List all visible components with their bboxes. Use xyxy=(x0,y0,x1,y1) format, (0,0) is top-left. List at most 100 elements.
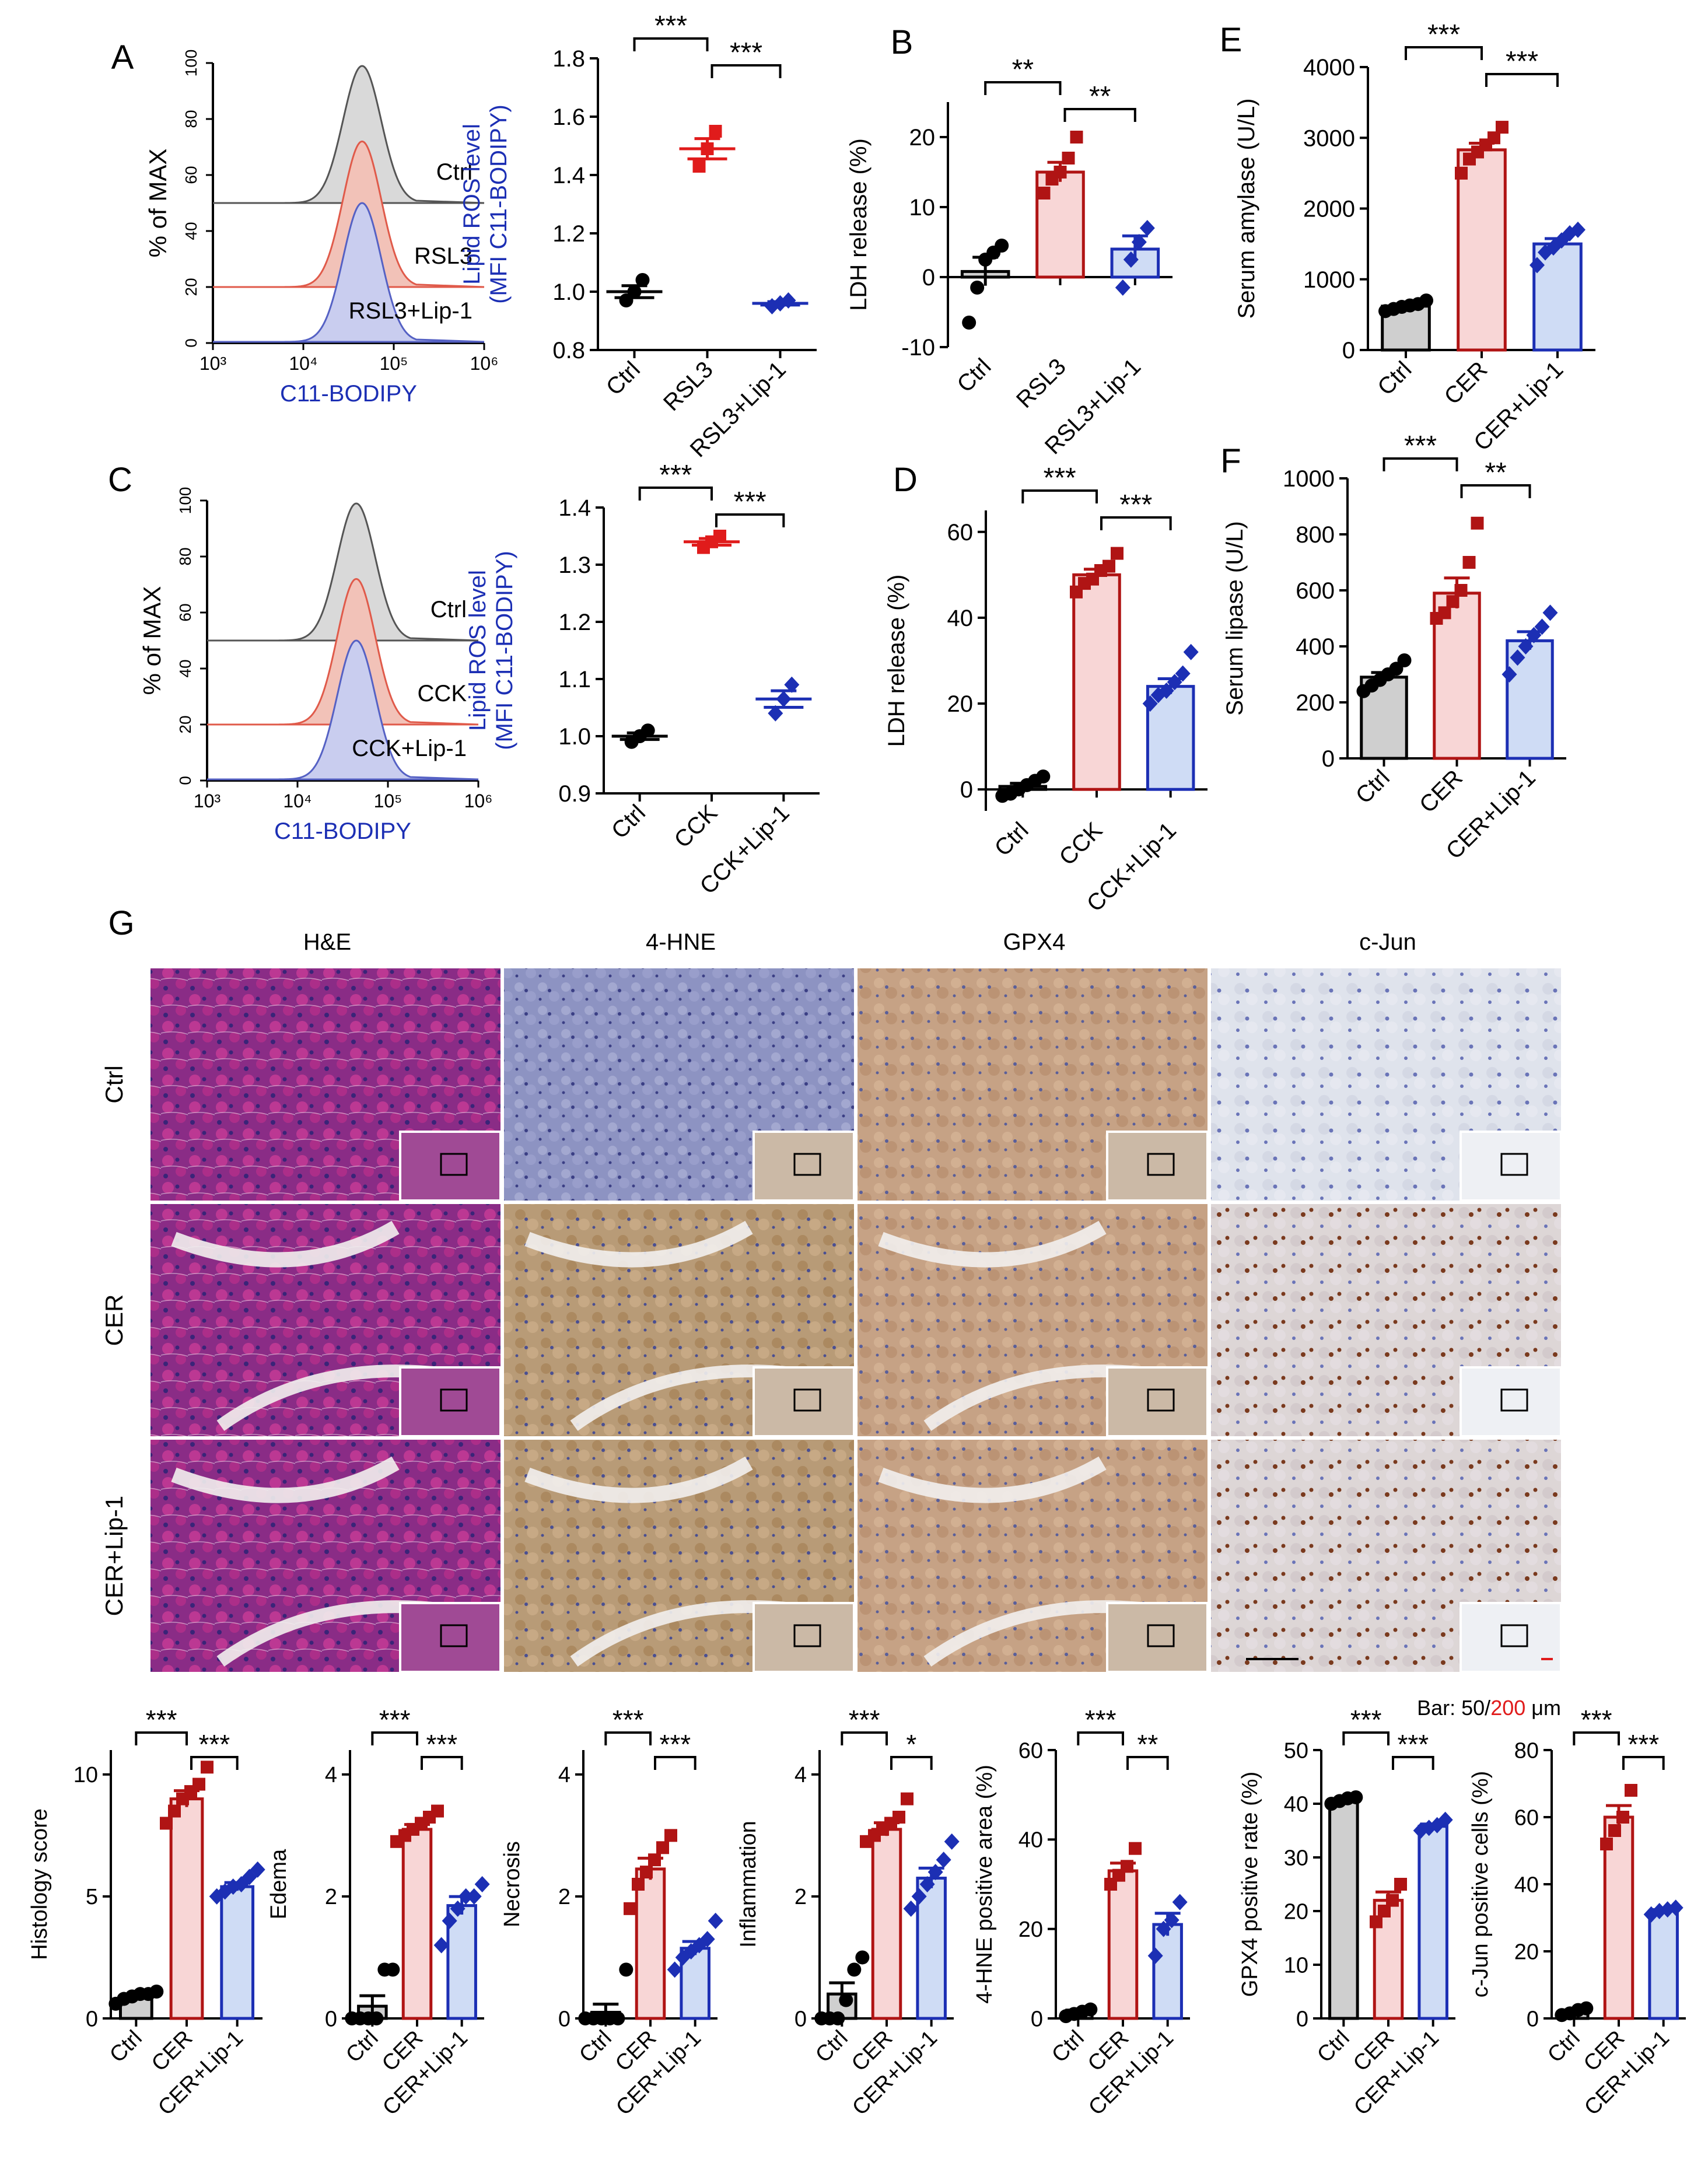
x-axis-label: C11-BODIPY xyxy=(280,381,417,407)
data-point xyxy=(708,1912,723,1929)
significance-label: *** xyxy=(849,1705,880,1735)
histogram-curve xyxy=(212,65,485,204)
data-point xyxy=(386,1962,400,1977)
data-point xyxy=(1579,2001,1594,2015)
inset-zoom-box xyxy=(793,1624,821,1647)
data-point xyxy=(970,281,985,295)
y-tick-label: 1.4 xyxy=(558,495,591,521)
data-point xyxy=(784,676,800,693)
inset-zoom-box xyxy=(793,1388,821,1412)
significance-label: * xyxy=(906,1729,916,1759)
y-tick-label: 10 xyxy=(74,1763,98,1787)
histogram-curve xyxy=(206,502,479,642)
y-tick-label: 10 xyxy=(909,195,936,221)
y-tick-label: 0 xyxy=(1031,2007,1043,2031)
bar xyxy=(916,1877,947,2020)
x-tick-label: Ctrl xyxy=(1351,765,1395,809)
micrograph-inset xyxy=(1460,1602,1562,1673)
y-tick-label: 4 xyxy=(558,1763,570,1787)
y-tick-label: 1.0 xyxy=(558,724,591,750)
panel-label-C: C xyxy=(108,461,132,499)
micrograph-inset xyxy=(1106,1131,1209,1202)
data-point xyxy=(1123,251,1139,268)
data-point xyxy=(1386,1894,1399,1907)
data-point xyxy=(1542,604,1558,621)
significance-bracket xyxy=(633,37,709,51)
y-tick-label: 1000 xyxy=(1303,267,1355,293)
significance-label: *** xyxy=(654,11,687,41)
y-tick-label: 2 xyxy=(558,1885,570,1909)
x-tick-label: Ctrl xyxy=(1373,356,1416,400)
y-tick-label: 1.3 xyxy=(558,552,591,578)
data-point xyxy=(433,1937,449,1954)
data-point xyxy=(1139,220,1155,236)
data-point xyxy=(1070,131,1083,144)
y-tick-label: 60 xyxy=(176,603,194,621)
data-point xyxy=(632,1878,645,1891)
data-point xyxy=(1488,131,1500,145)
data-point xyxy=(1083,2002,1098,2017)
x-tick-label: 10⁴ xyxy=(289,353,317,374)
data-point xyxy=(627,285,642,299)
micrograph-column-title: c-Jun xyxy=(1359,929,1416,955)
significance-label: *** xyxy=(146,1705,177,1735)
x-tick-label: CER xyxy=(1415,765,1468,818)
inset-zoom-box xyxy=(1500,1624,1528,1647)
data-point xyxy=(635,273,650,287)
x-tick-label: Ctrl xyxy=(952,354,996,397)
y-axis-label: Inflammation xyxy=(736,1821,761,1948)
significance-label: *** xyxy=(379,1705,411,1735)
flow-histogram-C: 0 20 40 60 80 100 10³ 10⁴ 10⁵ 10⁶ C11-BODIPY % of M… xyxy=(138,487,492,844)
y-tick-label: 80 xyxy=(182,110,200,128)
y-axis-label: 4-HNE positive area (%) xyxy=(972,1765,997,2004)
significance-bracket xyxy=(371,1731,418,1745)
data-point xyxy=(936,1852,951,1868)
y-tick-label: 1.8 xyxy=(552,46,585,72)
significance-bracket xyxy=(1021,489,1098,503)
significance-label: *** xyxy=(1119,489,1152,520)
significance-bracket xyxy=(1573,1731,1620,1745)
y-tick-label: 40 xyxy=(182,222,200,240)
data-point xyxy=(1455,166,1468,180)
micrograph-inset xyxy=(1106,1366,1209,1437)
x-tick-label: 10⁶ xyxy=(464,790,493,811)
x-tick-label: Ctrl xyxy=(990,817,1034,861)
histogram-curve xyxy=(206,639,479,781)
y-tick-label: 100 xyxy=(182,50,200,77)
panel-label-B: B xyxy=(891,23,914,61)
data-point xyxy=(640,723,655,738)
data-point xyxy=(901,1792,914,1805)
micrograph-column-title: H&E xyxy=(303,929,351,955)
micrograph-column-title: GPX4 xyxy=(1003,929,1066,955)
significance-bracket xyxy=(1405,46,1483,60)
data-point xyxy=(692,160,706,173)
stroma-gap xyxy=(878,1220,1107,1268)
micrograph-inset xyxy=(1106,1602,1209,1673)
data-point xyxy=(369,2011,384,2025)
data-point xyxy=(1062,152,1075,165)
data-point xyxy=(1510,649,1525,666)
significance-bracket xyxy=(1485,73,1559,87)
x-tick-label: Ctrl xyxy=(811,2026,852,2067)
data-point xyxy=(1394,1878,1407,1891)
micrograph-inset xyxy=(752,1131,855,1202)
data-point xyxy=(201,1761,214,1774)
y-tick-label: 4 xyxy=(794,1763,807,1787)
data-point xyxy=(1502,666,1517,683)
track-label: Ctrl xyxy=(430,597,467,622)
y-tick-label: 0 xyxy=(1296,2007,1308,2031)
data-point xyxy=(640,1866,653,1879)
bar xyxy=(1107,1869,1139,2020)
significance-bracket xyxy=(1342,1731,1390,1745)
inset-zoom-box xyxy=(1147,1388,1175,1412)
y-tick-label: 20 xyxy=(176,715,194,733)
y-axis-label: Lipid ROS level xyxy=(465,570,491,731)
significance-bracket xyxy=(1063,108,1136,122)
x-tick-label: 10⁵ xyxy=(374,790,402,811)
data-point xyxy=(903,1900,919,1917)
data-point xyxy=(1446,595,1460,608)
bar xyxy=(1072,573,1121,791)
micrograph-inset xyxy=(1460,1131,1562,1202)
